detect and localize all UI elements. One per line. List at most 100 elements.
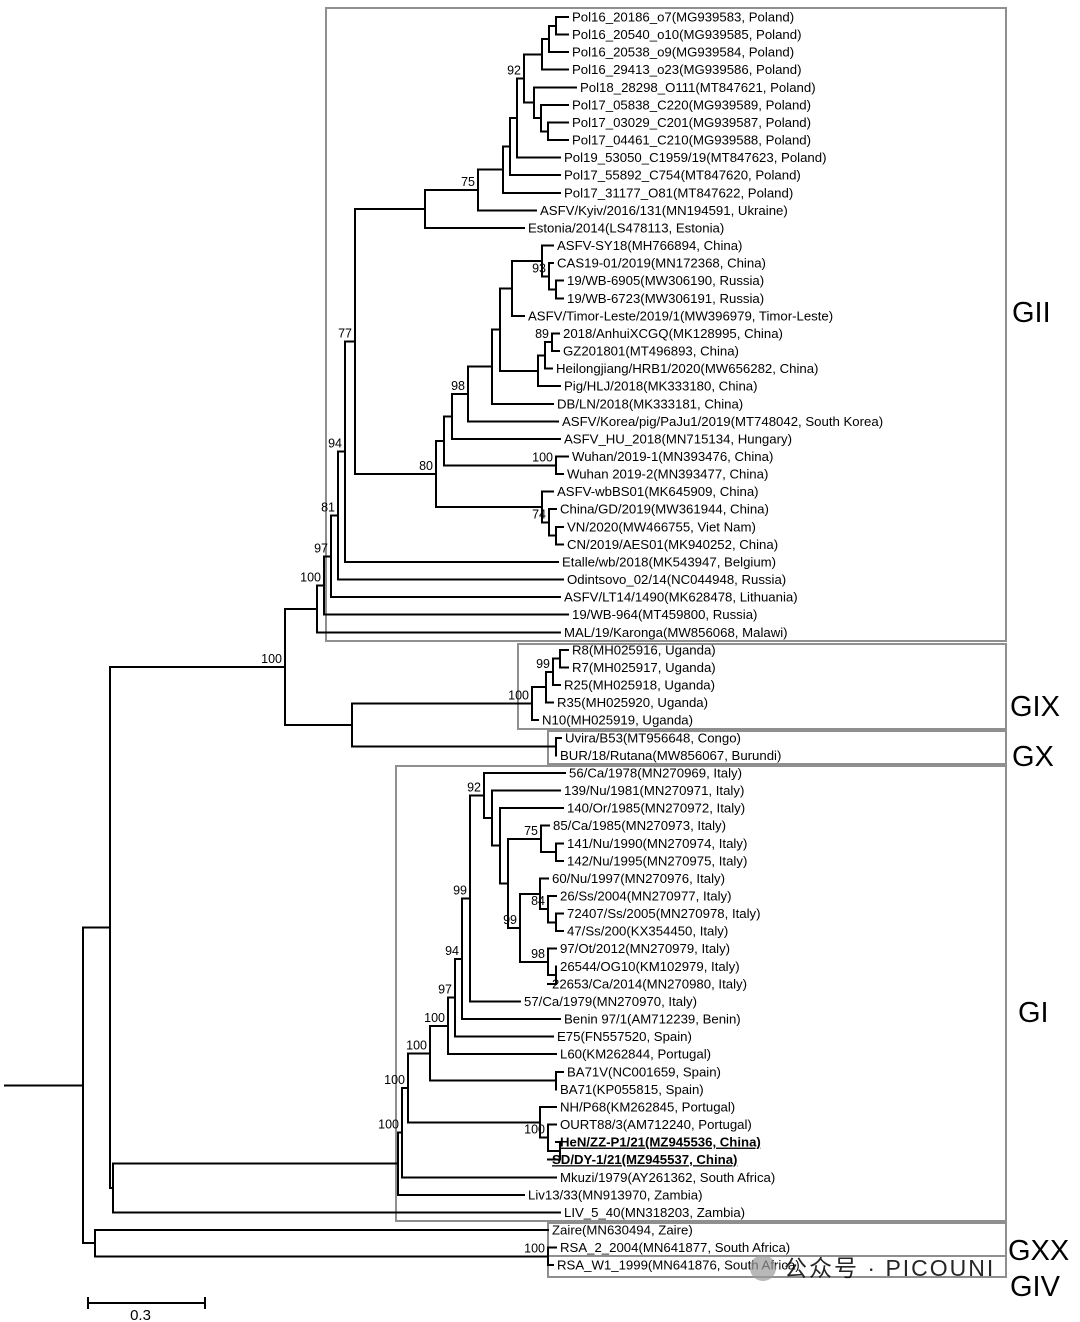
leaf-label: CAS19-01/2019(MN172368, China) xyxy=(557,256,766,271)
leaf-label: Mkuzi/1979(AY261362, South Africa) xyxy=(560,1170,775,1185)
leaf-label: OURT88/3(AM712240, Portugal) xyxy=(560,1117,752,1132)
bootstrap-value: 97 xyxy=(438,983,452,997)
genotype-label-gx: GX xyxy=(1012,741,1054,773)
bootstrap-value: 80 xyxy=(419,459,433,473)
bootstrap-value: 100 xyxy=(261,652,282,666)
leaf-label: R7(MH025917, Uganda) xyxy=(572,660,716,675)
leaf-label: Pol17_31177_O81(MT847622, Poland) xyxy=(564,185,793,200)
leaf-label: Pol16_29413_o23(MG939586, Poland) xyxy=(572,62,802,77)
leaf-label: Wuhan 2019-2(MN393477, China) xyxy=(567,467,768,482)
bootstrap-value: 94 xyxy=(445,944,459,958)
genotype-box-giv xyxy=(547,1255,1007,1278)
leaf-label: ASFV/Kyiv/2016/131(MN194591, Ukraine) xyxy=(540,203,788,218)
leaf-label: CN/2019/AES01(MK940252, China) xyxy=(567,537,778,552)
bootstrap-value: 100 xyxy=(508,689,529,703)
leaf-label: 47/Ss/200(KX354450, Italy) xyxy=(567,924,728,939)
leaf-label: VN/2020(MW466755, Viet Nam) xyxy=(567,519,756,534)
leaf-label: 19/WB-6723(MW306191, Russia) xyxy=(567,291,764,306)
bootstrap-value: 98 xyxy=(531,947,545,961)
leaf-label: 85/Ca/1985(MN270973, Italy) xyxy=(553,818,726,833)
leaf-label: Pol16_20540_o10(MG939585, Poland) xyxy=(572,27,802,42)
leaf-label: 57/Ca/1979(MN270970, Italy) xyxy=(524,994,697,1009)
leaf-label: 19/WB-964(MT459800, Russia) xyxy=(572,607,757,622)
leaf-label: R8(MH025916, Uganda) xyxy=(572,642,716,657)
leaf-label: Uvira/B53(MT956648, Congo) xyxy=(565,730,741,745)
leaf-label: BA71V(NC001659, Spain) xyxy=(567,1064,721,1079)
bootstrap-value: 81 xyxy=(321,501,335,515)
leaf-label: Pol18_28298_O111(MT847621, Poland) xyxy=(580,80,816,95)
leaf-label: 97/Ot/2012(MN270979, Italy) xyxy=(560,941,730,956)
leaf-label: 139/Nu/1981(MN270971, Italy) xyxy=(564,783,744,798)
bootstrap-value: 100 xyxy=(532,450,553,464)
watermark-text: 公众号 · PICOUNI xyxy=(784,1255,995,1281)
leaf-label: Pol19_53050_C1959/19(MT847623, Poland) xyxy=(564,150,826,165)
leaf-label: 140/Or/1985(MN270972, Italy) xyxy=(567,801,745,816)
bootstrap-value: 92 xyxy=(467,781,481,795)
leaf-label: 22653/Ca/2014(MN270980, Italy) xyxy=(552,976,747,991)
leaf-label: ASFV-wbBS01(MK645909, China) xyxy=(557,484,759,499)
bootstrap-value: 100 xyxy=(300,571,321,585)
leaf-label: 72407/Ss/2005(MN270978, Italy) xyxy=(567,906,761,921)
leaf-label: Liv13/33(MN913970, Zambia) xyxy=(528,1187,702,1202)
scale-bar-label: 0.3 xyxy=(130,1307,151,1322)
leaf-label: Pig/HLJ/2018(MK333180, China) xyxy=(564,379,758,394)
leaf-label: R25(MH025918, Uganda) xyxy=(564,678,715,693)
leaf-label: GZ201801(MT496893, China) xyxy=(563,344,739,359)
genotype-box-gii xyxy=(325,7,1007,642)
bootstrap-value: 92 xyxy=(507,64,521,78)
bootstrap-value: 98 xyxy=(451,379,465,393)
leaf-label: Wuhan/2019-1(MN393476, China) xyxy=(572,449,773,464)
bootstrap-value: 100 xyxy=(524,1241,545,1255)
bootstrap-value: 99 xyxy=(453,884,467,898)
bootstrap-value: 74 xyxy=(532,507,546,521)
leaf-label: Zaire(MN630494, Zaire) xyxy=(552,1223,693,1238)
leaf-label: ASFV/LT14/1490(MK628478, Lithuania) xyxy=(564,590,798,605)
leaf-label: 26/Ss/2004(MN270977, Italy) xyxy=(560,889,732,904)
leaf-label: RSA_2_2004(MN641877, South Africa) xyxy=(560,1240,790,1255)
leaf-label: R35(MH025920, Uganda) xyxy=(557,695,708,710)
bootstrap-value: 89 xyxy=(535,327,549,341)
leaf-label: BA71(KP055815, Spain) xyxy=(560,1082,704,1097)
leaf-label: Pol17_04461_C210(MG939588, Poland) xyxy=(572,133,811,148)
bootstrap-value: 97 xyxy=(314,541,328,555)
leaf-label: Pol17_05838_C220(MG939589, Poland) xyxy=(572,97,811,112)
genotype-box-gix xyxy=(517,643,1007,730)
leaf-label: 142/Nu/1995(MN270975, Italy) xyxy=(567,853,747,868)
leaf-label: Pol17_03029_C201(MG939587, Poland) xyxy=(572,115,811,130)
genotype-label-gi: GI xyxy=(1018,997,1049,1029)
leaf-label: ASFV/Timor-Leste/2019/1(MW396979, Timor-… xyxy=(528,308,833,323)
bootstrap-value: 100 xyxy=(524,1123,545,1137)
leaf-label-highlighted: SD/DY-1/21(MZ945537, China) xyxy=(552,1152,737,1167)
genotype-label-gix: GIX xyxy=(1010,691,1060,723)
leaf-label: Etalle/wb/2018(MK543947, Belgium) xyxy=(562,554,776,569)
genotype-label-gxx: GXX xyxy=(1008,1235,1069,1267)
leaf-label: Benin 97/1(AM712239, Benin) xyxy=(564,1012,741,1027)
leaf-label-highlighted: HeN/ZZ-P1/21(MZ945536, China) xyxy=(560,1135,761,1150)
leaf-label: Estonia/2014(LS478113, Estonia) xyxy=(528,220,724,235)
leaf-label: MAL/19/Karonga(MW856068, Malawi) xyxy=(564,625,788,640)
bootstrap-value: 77 xyxy=(338,326,352,340)
leaf-label: ASFV-SY18(MH766894, China) xyxy=(557,238,742,253)
bootstrap-value: 100 xyxy=(384,1073,405,1087)
leaf-label: 56/Ca/1978(MN270969, Italy) xyxy=(569,765,742,780)
leaf-label: Pol17_55892_C754(MT847620, Poland) xyxy=(564,168,801,183)
bootstrap-value: 75 xyxy=(461,175,475,189)
leaf-label: BUR/18/Rutana(MW856067, Burundi) xyxy=(560,748,781,763)
leaf-label: 60/Nu/1997(MN270976, Italy) xyxy=(552,871,725,886)
leaf-label: Odintsovo_02/14(NC044948, Russia) xyxy=(567,572,786,587)
leaf-label: L60(KM262844, Portugal) xyxy=(560,1047,711,1062)
watermark-logo-icon xyxy=(750,1255,776,1281)
leaf-label: E75(FN557520, Spain) xyxy=(557,1029,692,1044)
leaf-label: ASFV/Korea/pig/PaJu1/2019(MT748042, Sout… xyxy=(562,414,883,429)
leaf-label: NH/P68(KM262845, Portugal) xyxy=(560,1099,735,1114)
leaf-label: LIV_5_40(MN318203, Zambia) xyxy=(564,1205,745,1220)
leaf-label: Pol16_20538_o9(MG939584, Poland) xyxy=(572,45,794,60)
bootstrap-value: 93 xyxy=(532,261,546,275)
bootstrap-value: 100 xyxy=(378,1118,399,1132)
leaf-label: Heilongjiang/HRB1/2020(MW656282, China) xyxy=(556,361,818,376)
genotype-box-gi xyxy=(395,765,1007,1222)
bootstrap-value: 75 xyxy=(524,824,538,838)
leaf-label: 2018/AnhuiXCGQ(MK128995, China) xyxy=(563,326,783,341)
bootstrap-value: 100 xyxy=(406,1038,427,1052)
